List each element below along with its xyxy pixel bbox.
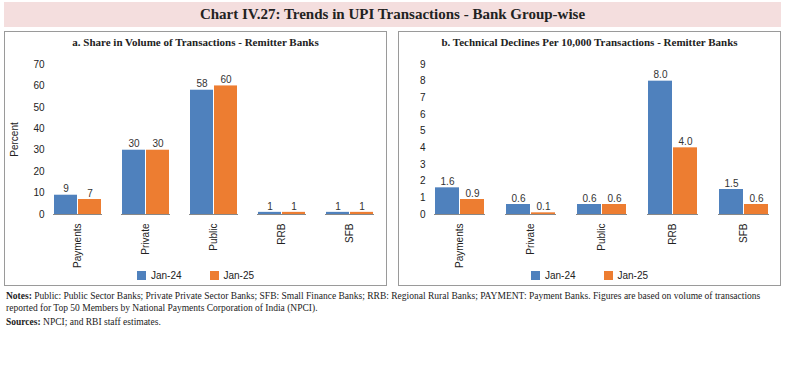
html-text:Jan-25: Jan-25 — [223, 270, 255, 281]
svg-text:30: 30 — [152, 138, 164, 149]
svg-text:RRB: RRB — [276, 223, 287, 244]
svg-text:4.0: 4.0 — [679, 136, 693, 147]
svg-text:SFB: SFB — [738, 223, 749, 243]
svg-text:60: 60 — [220, 74, 232, 85]
svg-text:0.6: 0.6 — [750, 193, 764, 204]
svg-text:1.5: 1.5 — [725, 178, 739, 189]
html-text:Jan-25: Jan-25 — [617, 270, 649, 281]
svg-text:Percent: Percent — [9, 122, 20, 157]
svg-text:0.1: 0.1 — [537, 201, 551, 212]
svg-text:8.0: 8.0 — [654, 69, 668, 80]
html-text:b. Technical Declines Per 10,0: b. Technical Declines Per 10,000 Transac… — [441, 36, 738, 48]
svg-text:0: 0 — [39, 209, 45, 220]
svg-text:58: 58 — [196, 78, 208, 89]
svg-text:1: 1 — [420, 192, 426, 203]
svg-text:9: 9 — [63, 183, 69, 194]
svg-text:10: 10 — [33, 187, 45, 198]
svg-text:5: 5 — [420, 125, 426, 136]
html-text:Jan-24: Jan-24 — [544, 270, 576, 281]
svg-text:SFB: SFB — [344, 223, 355, 243]
svg-text:20: 20 — [33, 166, 45, 177]
svg-text:0: 0 — [420, 209, 426, 220]
svg-text:1: 1 — [291, 201, 297, 212]
svg-text:Payments: Payments — [454, 224, 465, 268]
svg-text:70: 70 — [33, 59, 45, 70]
svg-text:40: 40 — [33, 123, 45, 134]
svg-text:Private: Private — [140, 223, 151, 255]
svg-text:7: 7 — [87, 188, 93, 199]
svg-text:Public: Public — [596, 224, 607, 251]
svg-text:Private: Private — [525, 223, 536, 255]
html-text:Sources: NPCI; and RBI staff e: Sources: NPCI; and RBI staff estimates. — [6, 316, 161, 327]
html-text:Notes: Public: Public Sector B: Notes: Public: Public Sector Banks; Priv… — [6, 291, 761, 314]
svg-text:9: 9 — [420, 59, 426, 70]
svg-text:0.9: 0.9 — [466, 188, 480, 199]
svg-text:1.6: 1.6 — [441, 176, 455, 187]
svg-text:50: 50 — [33, 102, 45, 113]
svg-text:0.6: 0.6 — [512, 193, 526, 204]
svg-text:1: 1 — [335, 201, 341, 212]
svg-text:30: 30 — [33, 144, 45, 155]
html-text:Chart IV.27: Trends in UPI Tra: Chart IV.27: Trends in UPI Transactions … — [199, 6, 586, 22]
svg-text:7: 7 — [420, 92, 426, 103]
svg-text:1: 1 — [267, 201, 273, 212]
svg-text:4: 4 — [420, 142, 426, 153]
svg-text:3: 3 — [420, 159, 426, 170]
svg-text:Public: Public — [208, 224, 219, 251]
html-text:a. Share in Volume of Transact: a. Share in Volume of Transactions - Rem… — [72, 36, 319, 48]
html-text:Jan-24: Jan-24 — [150, 270, 182, 281]
svg-text:1: 1 — [359, 201, 365, 212]
svg-text:60: 60 — [33, 80, 45, 91]
svg-text:30: 30 — [128, 138, 140, 149]
svg-text:6: 6 — [420, 109, 426, 120]
svg-text:0.6: 0.6 — [608, 193, 622, 204]
svg-text:0.6: 0.6 — [583, 193, 597, 204]
svg-text:8: 8 — [420, 75, 426, 86]
svg-text:Payments: Payments — [72, 224, 83, 268]
svg-text:RRB: RRB — [667, 223, 678, 244]
svg-text:2: 2 — [420, 175, 426, 186]
